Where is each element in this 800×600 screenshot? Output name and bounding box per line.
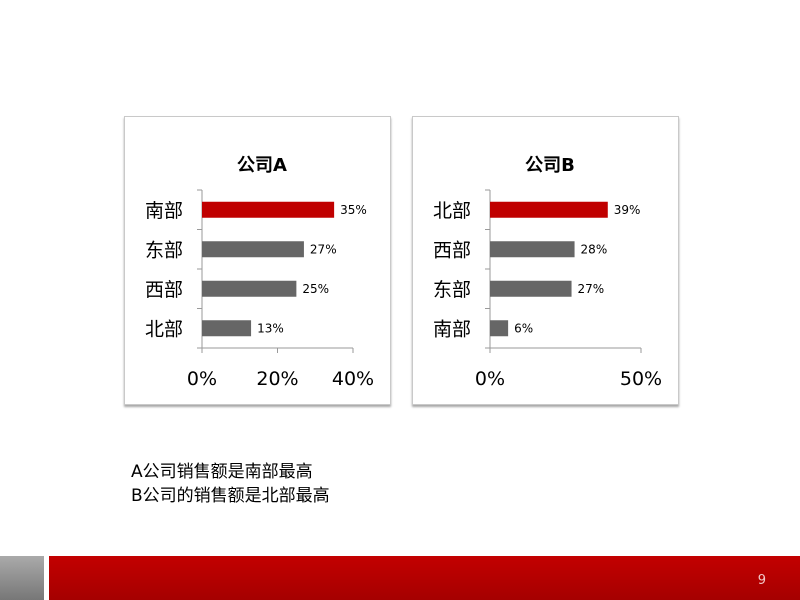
chart-a-x-tick-label: 40%	[332, 368, 374, 390]
chart-a-value-label: 25%	[302, 282, 329, 296]
chart-b-category-label: 南部	[433, 318, 471, 340]
chart-b-bar-1	[490, 201, 608, 218]
chart-a-value-label: 13%	[257, 321, 284, 335]
chart-a-category-label: 北部	[145, 318, 183, 340]
chart-a-x-tick-label: 20%	[256, 368, 298, 390]
chart-b-category-label: 北部	[433, 200, 471, 222]
chart-a-bar-4	[202, 320, 252, 337]
chart-a-value-label: 35%	[340, 203, 367, 217]
chart-b-value-label: 27%	[578, 282, 605, 296]
chart-a-value-label: 27%	[310, 242, 337, 256]
chart-company-b: 公司B 0% 50% 北部 39% 西部 28% 东部 27% 南部 6%	[412, 116, 679, 405]
chart-company-a: 公司A 0% 20% 40% 南部 35% 东部 27% 西部 25% 北部 13%	[124, 116, 391, 405]
chart-b-value-label: 28%	[581, 242, 608, 256]
chart-company-b-svg: 公司B 0% 50% 北部 39% 西部 28% 东部 27% 南部 6%	[433, 155, 662, 390]
chart-b-title: 公司B	[525, 155, 575, 176]
footer-gray-block	[0, 556, 44, 600]
chart-b-x-tick-label: 0%	[475, 368, 505, 390]
chart-b-x-tick-label: 50%	[620, 368, 662, 390]
chart-a-x-tick-label: 0%	[187, 368, 217, 390]
chart-a-bar-1	[202, 201, 335, 218]
chart-b-bar-2	[490, 241, 575, 258]
chart-b-value-label: 6%	[514, 321, 533, 335]
chart-company-a-svg: 公司A 0% 20% 40% 南部 35% 东部 27% 西部 25% 北部 13%	[145, 155, 374, 390]
chart-a-title: 公司A	[237, 155, 287, 176]
page-number: 9	[757, 573, 766, 588]
footer-red-bar	[49, 556, 800, 600]
chart-a-bar-3	[202, 280, 297, 297]
caption-line-1: A公司销售额是南部最高	[131, 462, 313, 482]
chart-b-category-label: 东部	[433, 279, 471, 301]
chart-a-bar-2	[202, 241, 304, 258]
chart-a-category-label: 南部	[145, 200, 183, 222]
chart-b-bar-3	[490, 280, 572, 297]
chart-a-category-label: 东部	[145, 239, 183, 261]
caption-line-2: B公司的销售额是北部最高	[131, 486, 330, 506]
chart-b-value-label: 39%	[614, 203, 641, 217]
summary-caption: A公司销售额是南部最高 B公司的销售额是北部最高	[131, 460, 330, 508]
chart-b-category-label: 西部	[433, 239, 471, 261]
chart-a-category-label: 西部	[145, 279, 183, 301]
chart-b-bar-4	[490, 320, 509, 337]
